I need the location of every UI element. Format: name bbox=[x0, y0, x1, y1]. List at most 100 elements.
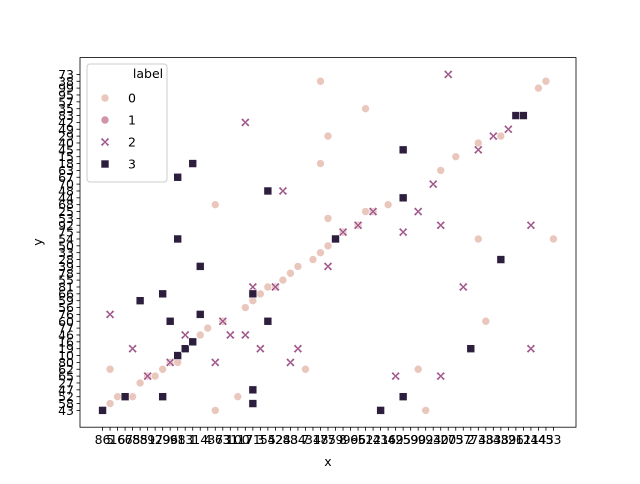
marker-square bbox=[331, 234, 340, 244]
y-tick-label: 80 bbox=[58, 355, 74, 370]
marker-square bbox=[173, 234, 182, 244]
x-tick-label: 41 bbox=[373, 432, 389, 447]
x-tick-label: 71 bbox=[245, 432, 261, 447]
marker-square bbox=[398, 392, 408, 401]
marker-circle bbox=[210, 406, 220, 415]
marker-circle bbox=[481, 316, 491, 326]
marker-x bbox=[353, 220, 363, 230]
legend-label: 3 bbox=[128, 157, 136, 172]
marker-circle bbox=[323, 241, 333, 251]
marker-circle bbox=[496, 131, 506, 141]
marker-circle bbox=[474, 138, 483, 148]
y-tick-label: 49 bbox=[58, 122, 74, 137]
y-tick-label: 78 bbox=[58, 266, 74, 281]
marker-square bbox=[466, 344, 476, 353]
marker-circle bbox=[113, 392, 122, 401]
x-tick-label: 53 bbox=[546, 432, 562, 447]
y-axis-label: y bbox=[30, 238, 45, 246]
marker-x bbox=[285, 357, 296, 367]
marker-circle bbox=[195, 330, 205, 340]
x-tick-label: 30 bbox=[433, 432, 449, 447]
y-tick-label: 28 bbox=[58, 252, 74, 267]
legend-title: label bbox=[133, 66, 163, 81]
y-tick-label: 40 bbox=[58, 135, 74, 150]
x-tick-label: 57 bbox=[455, 432, 471, 447]
x-tick-label: 49 bbox=[388, 432, 404, 447]
marker-x bbox=[240, 330, 250, 340]
x-tick-label: 81 bbox=[140, 432, 156, 447]
y-tick-label: 59 bbox=[58, 293, 74, 308]
marker-x bbox=[526, 344, 536, 354]
x-tick-label: 100 bbox=[226, 432, 250, 447]
marker-circle bbox=[100, 115, 110, 125]
x-tick-label: 21 bbox=[523, 432, 539, 447]
marker-circle bbox=[436, 166, 446, 175]
marker-x bbox=[278, 186, 288, 196]
marker-x bbox=[210, 357, 220, 367]
marker-x bbox=[128, 344, 138, 354]
x-tick-label: 59 bbox=[403, 432, 419, 447]
marker-square bbox=[158, 289, 167, 299]
legend-label: 0 bbox=[128, 91, 136, 106]
y-tick-label: 42 bbox=[58, 115, 74, 130]
marker-square bbox=[263, 316, 273, 326]
legend-box bbox=[86, 63, 168, 183]
marker-circle bbox=[541, 76, 551, 86]
marker-circle bbox=[241, 303, 250, 312]
x-tick-label: 33 bbox=[485, 432, 501, 447]
marker-circle bbox=[128, 392, 137, 401]
marker-circle bbox=[278, 275, 288, 285]
marker-circle bbox=[301, 364, 310, 374]
marker-circle bbox=[316, 159, 325, 168]
y-tick-label: 38 bbox=[58, 74, 74, 89]
marker-square bbox=[165, 316, 175, 326]
x-tick-label: 44 bbox=[530, 432, 546, 447]
x-tick-label: 17 bbox=[237, 432, 253, 447]
y-tick-label: 44 bbox=[58, 190, 74, 205]
x-tick-label: 74 bbox=[470, 432, 486, 447]
marker-circle bbox=[323, 214, 333, 223]
marker-square bbox=[398, 193, 408, 203]
x-tick-label: 39 bbox=[500, 432, 516, 447]
y-tick-label: 70 bbox=[58, 177, 74, 192]
marker-circle bbox=[413, 364, 423, 374]
marker-square bbox=[173, 351, 182, 360]
y-tick-label: 77 bbox=[58, 321, 74, 336]
marker-circle bbox=[316, 76, 325, 86]
y-tick-label: 56 bbox=[58, 300, 74, 315]
x-tick-label: 3 bbox=[256, 432, 264, 447]
y-tick-label: 81 bbox=[58, 279, 74, 294]
x-tick-label: 99 bbox=[343, 432, 359, 447]
x-tick-label: 66 bbox=[350, 432, 366, 447]
x-tick-label: 42 bbox=[267, 432, 283, 447]
marker-x bbox=[436, 371, 446, 381]
marker-x bbox=[105, 309, 115, 319]
x-tick-label: 38 bbox=[478, 432, 494, 447]
marker-circle bbox=[135, 378, 145, 388]
marker-circle bbox=[105, 364, 115, 374]
marker-circle bbox=[100, 93, 110, 103]
marker-x bbox=[526, 220, 536, 230]
marker-x bbox=[225, 330, 235, 340]
y-tick-label: 10 bbox=[58, 348, 74, 363]
y-tick-label: 68 bbox=[58, 197, 74, 212]
marker-x bbox=[165, 357, 175, 367]
y-tick-label: 15 bbox=[58, 149, 74, 164]
x-tick-label: 79 bbox=[328, 432, 344, 447]
y-tick-label: 62 bbox=[58, 362, 74, 377]
marker-x bbox=[293, 344, 303, 354]
x-tick-label: 75 bbox=[320, 432, 336, 447]
marker-square bbox=[120, 392, 130, 401]
y-tick-label: 99 bbox=[58, 81, 74, 96]
x-tick-label: 2 bbox=[467, 432, 475, 447]
marker-x bbox=[255, 344, 265, 354]
y-tick-label: 46 bbox=[58, 327, 74, 342]
marker-square bbox=[248, 289, 258, 299]
x-tick-label: 83 bbox=[282, 432, 298, 447]
marker-circle bbox=[286, 268, 295, 278]
marker-circle bbox=[421, 406, 430, 415]
marker-circle bbox=[203, 323, 213, 333]
y-tick-label: 45 bbox=[58, 142, 74, 157]
y-tick-label: 66 bbox=[58, 286, 74, 301]
marker-x bbox=[218, 316, 228, 326]
